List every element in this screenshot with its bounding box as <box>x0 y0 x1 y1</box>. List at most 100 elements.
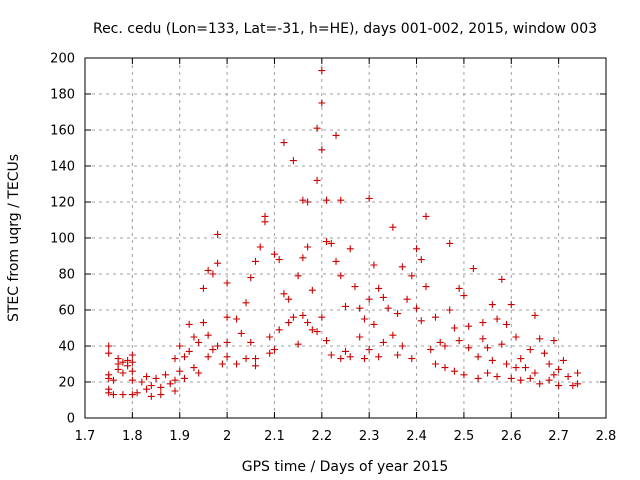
data-point <box>176 367 184 375</box>
data-point <box>465 322 473 330</box>
data-point <box>252 257 260 265</box>
data-point <box>237 329 245 337</box>
y-tick-label: 180 <box>50 88 75 103</box>
data-point <box>199 284 207 292</box>
data-point <box>299 311 307 319</box>
data-point <box>521 364 529 372</box>
y-tick-label: 140 <box>50 160 75 175</box>
data-point <box>233 315 241 323</box>
data-point <box>360 315 368 323</box>
data-point <box>128 376 136 384</box>
x-axis-title: GPS time / Days of year 2015 <box>242 459 449 475</box>
data-point <box>403 295 411 303</box>
data-point <box>204 266 212 274</box>
data-point <box>365 346 373 354</box>
data-point <box>266 349 274 357</box>
data-point <box>346 353 354 361</box>
data-point <box>289 313 297 321</box>
data-point <box>431 360 439 368</box>
data-point <box>550 337 558 345</box>
data-point <box>223 313 231 321</box>
data-point <box>280 290 288 298</box>
data-point <box>574 369 582 377</box>
data-point <box>337 355 345 363</box>
y-tick-label: 40 <box>58 340 75 355</box>
data-point <box>185 320 193 328</box>
data-point <box>389 223 397 231</box>
data-point <box>365 194 373 202</box>
x-tick-label: 2.4 <box>406 429 427 444</box>
data-point <box>327 351 335 359</box>
data-point <box>223 338 231 346</box>
data-point <box>299 196 307 204</box>
data-point <box>370 320 378 328</box>
data-point <box>294 272 302 280</box>
data-point <box>417 256 425 264</box>
data-point <box>318 99 326 107</box>
data-point <box>323 238 331 246</box>
x-tick-label: 2.3 <box>359 429 380 444</box>
y-tick-label: 160 <box>50 124 75 139</box>
data-point <box>498 340 506 348</box>
data-point <box>143 373 151 381</box>
data-point <box>526 346 534 354</box>
data-point <box>479 335 487 343</box>
x-tick-label: 1.9 <box>169 429 190 444</box>
data-point <box>512 333 520 341</box>
data-point <box>531 311 539 319</box>
data-point <box>323 337 331 345</box>
data-point <box>109 391 117 399</box>
data-point <box>474 374 482 382</box>
data-point <box>441 364 449 372</box>
x-tick-label: 1.7 <box>75 429 96 444</box>
data-point <box>124 356 132 364</box>
data-point <box>128 391 136 399</box>
data-point <box>540 349 548 357</box>
data-point <box>114 365 122 373</box>
data-point <box>507 374 515 382</box>
data-point <box>503 320 511 328</box>
data-point <box>356 333 364 341</box>
y-axis-title: STEC from uqrg / TECUs <box>6 154 22 322</box>
data-point <box>147 382 155 390</box>
data-point <box>308 286 316 294</box>
data-point <box>318 313 326 321</box>
data-point <box>555 382 563 390</box>
data-point <box>180 374 188 382</box>
data-point <box>408 272 416 280</box>
data-point <box>375 353 383 361</box>
data-point <box>408 355 416 363</box>
data-point <box>214 342 222 350</box>
data-point <box>545 360 553 368</box>
data-point <box>337 272 345 280</box>
data-point <box>332 131 340 139</box>
data-point <box>223 279 231 287</box>
data-point <box>384 304 392 312</box>
data-point <box>450 367 458 375</box>
y-tick-label: 100 <box>50 232 75 247</box>
data-point <box>446 239 454 247</box>
data-point <box>109 376 117 384</box>
data-point <box>190 333 198 341</box>
data-point <box>536 335 544 343</box>
data-point <box>256 243 264 251</box>
data-point <box>166 380 174 388</box>
data-point <box>484 344 492 352</box>
data-point <box>507 301 515 309</box>
data-point <box>119 358 127 366</box>
data-point <box>204 331 212 339</box>
data-point <box>550 371 558 379</box>
data-point <box>190 364 198 372</box>
plot-frame <box>84 57 607 419</box>
data-point <box>327 239 335 247</box>
y-tick-label: 60 <box>58 304 75 319</box>
data-point <box>128 351 136 359</box>
data-point <box>171 355 179 363</box>
data-point <box>171 387 179 395</box>
data-point <box>209 346 217 354</box>
data-point <box>214 259 222 267</box>
x-tick-label: 2.1 <box>264 429 285 444</box>
data-point <box>389 331 397 339</box>
